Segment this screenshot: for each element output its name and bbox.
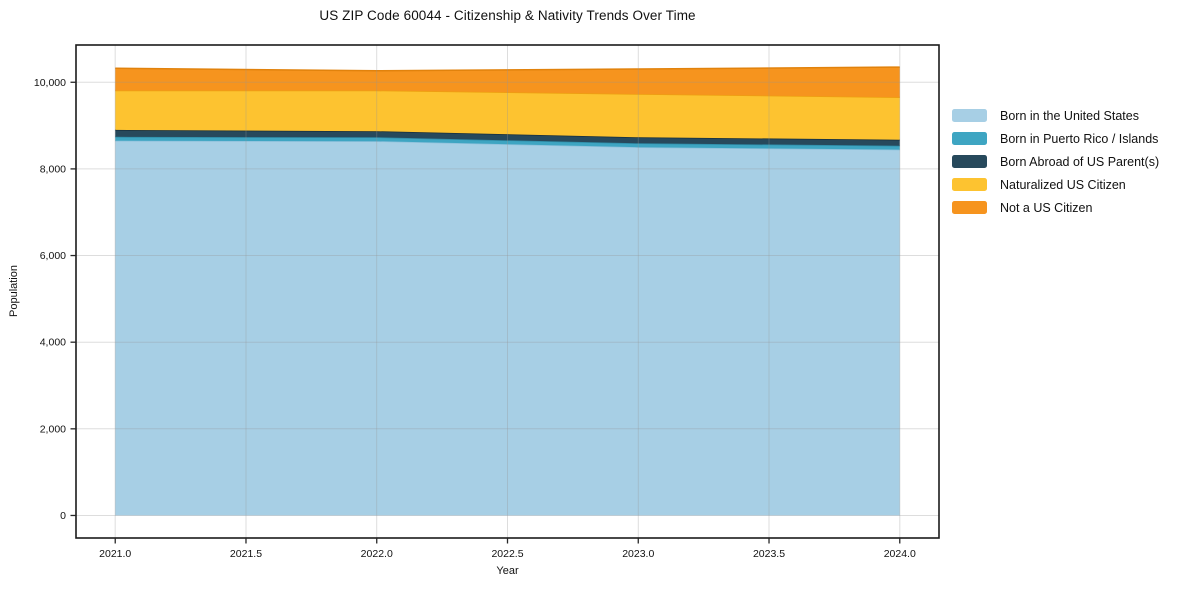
area-series-3: [115, 90, 900, 140]
gridlines: [76, 45, 939, 538]
x-axis-ticks: 2021.0 2021.5 2022.0 2022.5 2023.0 2023.5 2024…: [99, 538, 916, 560]
legend-label: Born in the United States: [1000, 108, 1139, 123]
legend: Born in the United States Born in Puerto …: [952, 104, 1159, 219]
x-axis-label: Year: [496, 565, 519, 577]
y-tick-label: 8,000: [40, 163, 66, 175]
x-tick-label: 2022.0: [361, 548, 393, 560]
x-tick-label: 2021.0: [99, 548, 131, 560]
area-series-4-edge: [115, 66, 900, 72]
y-tick-label: 0: [60, 510, 66, 522]
legend-item-4: Not a US Citizen: [952, 196, 1159, 219]
area-series-0: [115, 140, 900, 516]
legend-item-2: Born Abroad of US Parent(s): [952, 150, 1159, 173]
x-tick-label: 2022.5: [491, 548, 523, 560]
y-tick-label: 10,000: [34, 77, 66, 89]
area-series-4: [115, 67, 900, 98]
x-tick-label: 2024.0: [884, 548, 916, 560]
legend-label: Born in Puerto Rico / Islands: [1000, 131, 1159, 146]
y-tick-label: 4,000: [40, 337, 66, 349]
legend-label: Not a US Citizen: [1000, 200, 1093, 215]
legend-item-0: Born in the United States: [952, 104, 1159, 127]
legend-swatch-icon: [952, 132, 987, 145]
legend-label: Naturalized US Citizen: [1000, 177, 1126, 192]
legend-item-1: Born in Puerto Rico / Islands: [952, 127, 1159, 150]
legend-swatch-icon: [952, 201, 987, 214]
legend-label: Born Abroad of US Parent(s): [1000, 154, 1160, 169]
stacked-areas: [115, 66, 900, 516]
y-axis-label: Population: [8, 265, 20, 317]
legend-swatch-icon: [952, 155, 987, 168]
y-axis-ticks: 0 2,000 4,000 6,000 8,000 10,000: [34, 77, 76, 522]
y-tick-label: 6,000: [40, 250, 66, 262]
chart-title: US ZIP Code 60044 - Citizenship & Nativi…: [319, 8, 696, 23]
x-tick-label: 2023.0: [622, 548, 654, 560]
x-tick-label: 2021.5: [230, 548, 262, 560]
legend-swatch-icon: [952, 109, 987, 122]
y-tick-label: 2,000: [40, 423, 66, 435]
area-series-1: [115, 136, 900, 150]
legend-swatch-icon: [952, 178, 987, 191]
x-tick-label: 2023.5: [753, 548, 785, 560]
legend-item-3: Naturalized US Citizen: [952, 173, 1159, 196]
area-series-2: [115, 129, 900, 146]
